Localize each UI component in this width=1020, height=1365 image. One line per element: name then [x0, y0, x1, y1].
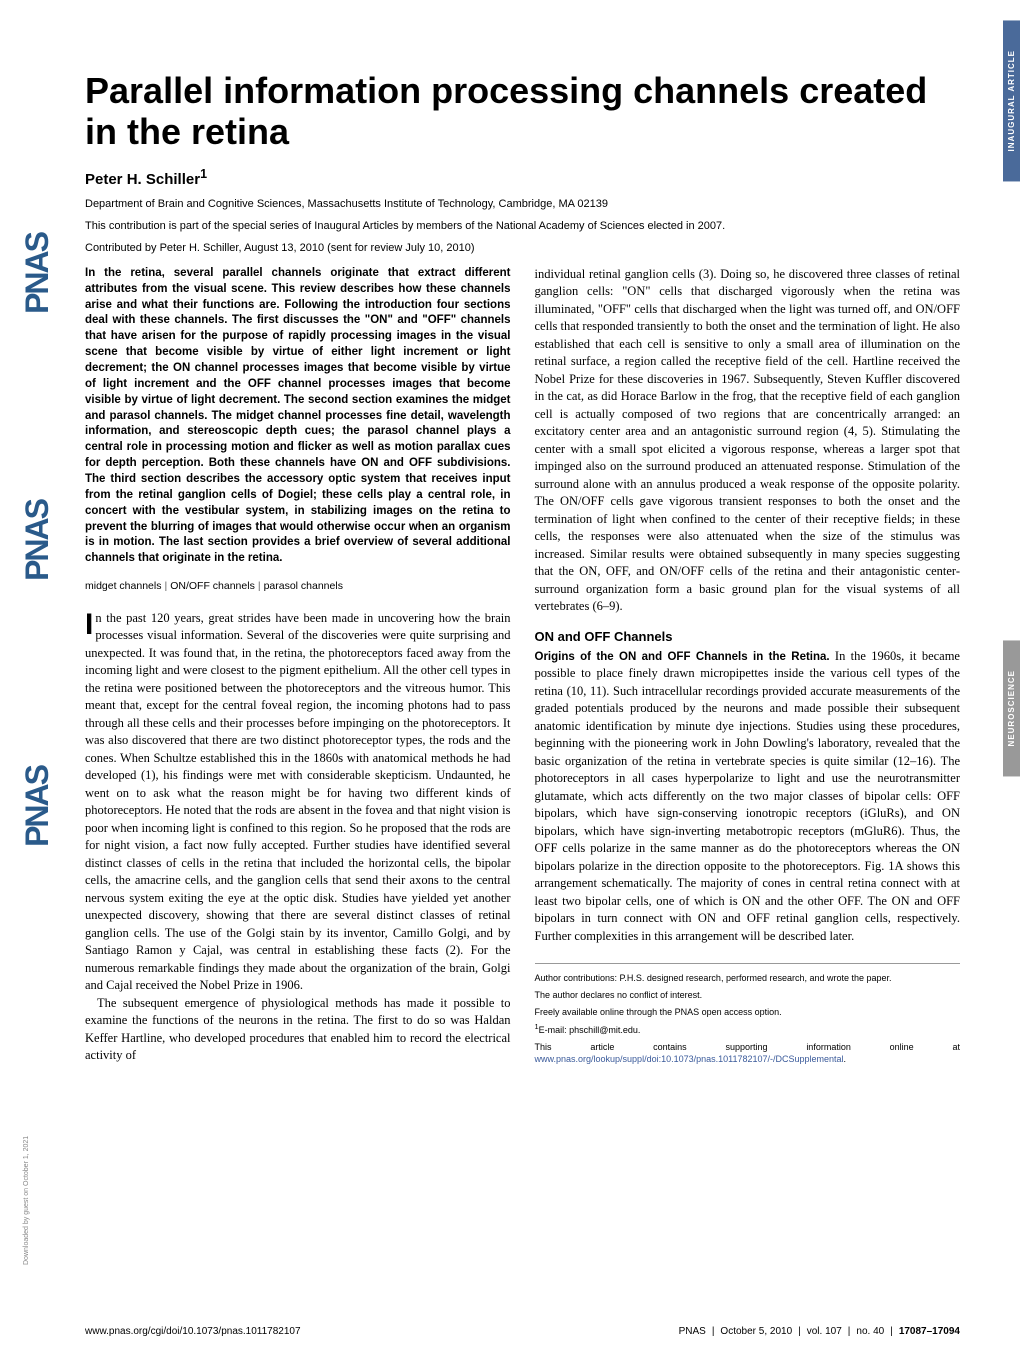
right-column: individual retinal ganglion cells (3). D… — [535, 266, 961, 1070]
footnote: The author declares no conflict of inter… — [535, 989, 961, 1002]
author-sup: 1 — [200, 167, 207, 181]
footnotes: Author contributions: P.H.S. designed re… — [535, 963, 961, 1066]
footnote-text: E-mail: phschill@mit.edu. — [539, 1025, 641, 1035]
category-badge: NEUROSCIENCE — [1003, 640, 1020, 776]
series-note: This contribution is part of the special… — [85, 220, 960, 232]
body-paragraph: individual retinal ganglion cells (3). D… — [535, 266, 961, 616]
download-note: Downloaded by guest on October 1, 2021 — [23, 1136, 30, 1265]
footer-vol: vol. 107 — [807, 1326, 842, 1337]
paragraph-text: n the past 120 years, great strides have… — [85, 611, 511, 993]
keyword: midget channels — [85, 580, 161, 592]
footnote: 1E-mail: phschill@mit.edu. — [535, 1022, 961, 1037]
keyword: ON/OFF channels — [170, 580, 255, 592]
pnas-watermark: PNAS PNAS PNAS — [10, 140, 65, 940]
inaugural-badge: INAUGURAL ARTICLE — [1003, 20, 1020, 181]
dropcap: I — [85, 610, 95, 638]
footnote-text: . — [844, 1054, 847, 1064]
two-column-body: In the retina, several parallel channels… — [85, 266, 960, 1070]
footer-no: no. 40 — [856, 1326, 884, 1337]
abstract: In the retina, several parallel channels… — [85, 266, 511, 567]
article-title: Parallel information processing channels… — [85, 70, 960, 153]
footer-journal: PNAS — [679, 1326, 706, 1337]
footnote: This article contains supporting informa… — [535, 1041, 961, 1066]
body-paragraph: Origins of the ON and OFF Channels in th… — [535, 648, 961, 946]
body-paragraph: In the past 120 years, great strides hav… — [85, 610, 511, 995]
footer-pages: 17087–17094 — [899, 1326, 960, 1337]
page-footer: www.pnas.org/cgi/doi/10.1073/pnas.101178… — [85, 1326, 960, 1337]
footer-date: October 5, 2010 — [720, 1326, 792, 1337]
footnote: Freely available online through the PNAS… — [535, 1006, 961, 1019]
footnote-link[interactable]: www.pnas.org/lookup/suppl/doi:10.1073/pn… — [535, 1054, 844, 1064]
footnote: Author contributions: P.H.S. designed re… — [535, 972, 961, 985]
keyword: parasol channels — [264, 580, 343, 592]
section-heading: ON and OFF Channels — [535, 628, 961, 646]
pnas-watermark-text: PNAS — [19, 233, 56, 314]
affiliation: Department of Brain and Cognitive Scienc… — [85, 198, 960, 210]
author-name: Peter H. Schiller — [85, 171, 200, 188]
pnas-watermark-text: PNAS — [19, 500, 56, 581]
paragraph-text: In the 1960s, it became possible to plac… — [535, 649, 961, 943]
footer-doi: www.pnas.org/cgi/doi/10.1073/pnas.101178… — [85, 1326, 301, 1337]
footer-citation: PNAS|October 5, 2010|vol. 107|no. 40|170… — [679, 1326, 960, 1337]
contributed-line: Contributed by Peter H. Schiller, August… — [85, 242, 960, 254]
left-column: In the retina, several parallel channels… — [85, 266, 511, 1070]
footnote-text: This article contains supporting informa… — [535, 1042, 961, 1052]
author-line: Peter H. Schiller1 — [85, 167, 960, 188]
pnas-watermark-text: PNAS — [19, 766, 56, 847]
keywords: midget channels|ON/OFF channels|parasol … — [85, 579, 511, 594]
body-paragraph: The subsequent emergence of physiologica… — [85, 995, 511, 1065]
subsection-heading: Origins of the ON and OFF Channels in th… — [535, 651, 830, 663]
